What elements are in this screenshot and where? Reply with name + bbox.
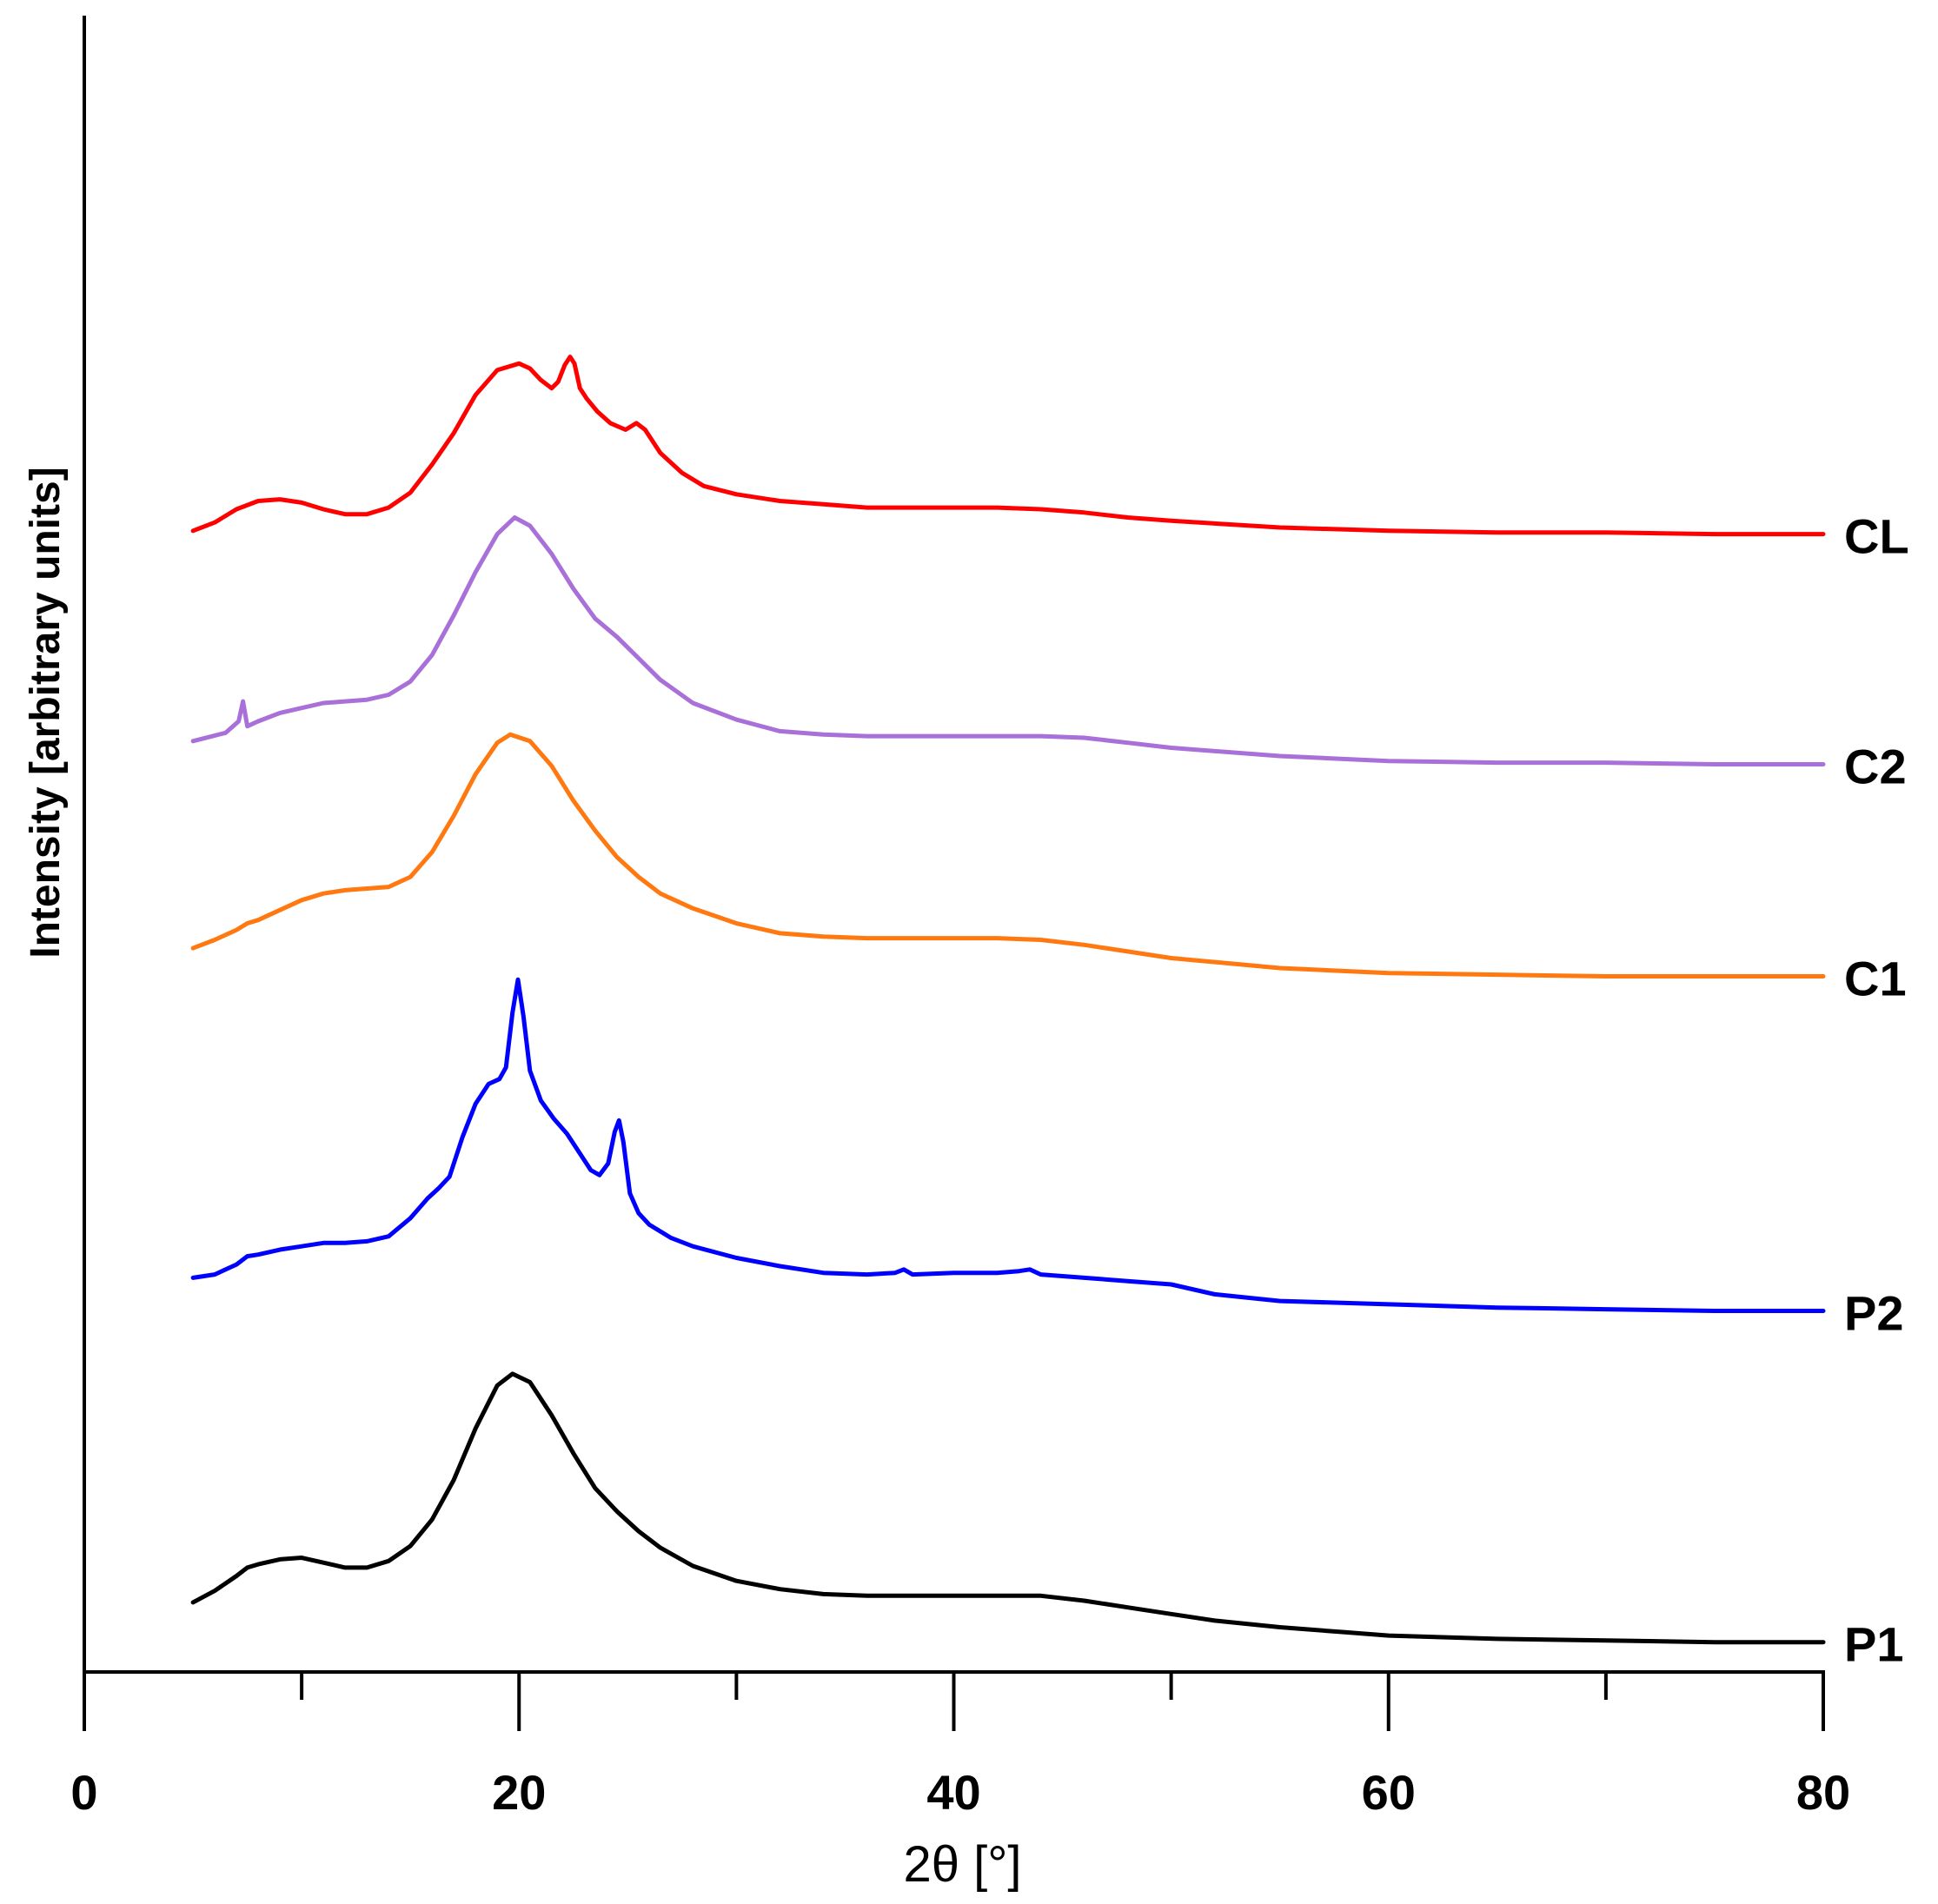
series-line-c1 <box>190 732 1826 979</box>
x-axis-ticks <box>83 1672 1825 1731</box>
series-label-c2: C2 <box>1844 740 1907 794</box>
x-tick-label: 40 <box>926 1765 980 1820</box>
series-label-c1: C1 <box>1844 951 1907 1005</box>
y-axis-title: Intensity [arbitrary units] <box>23 467 69 958</box>
x-tick-label: 60 <box>1362 1765 1416 1820</box>
x-tick-label: 0 <box>70 1765 97 1820</box>
series-label-p2: P2 <box>1844 1285 1904 1340</box>
series-line-p2 <box>190 977 1826 1313</box>
series-line-cl <box>190 355 1826 537</box>
series-label-p1: P1 <box>1844 1617 1904 1672</box>
series-labels: CL C2 C1 P2 P1 <box>1844 509 1909 1672</box>
series-line-p1 <box>190 1371 1826 1645</box>
x-tick-label: 20 <box>492 1765 546 1820</box>
series-line-c2 <box>190 515 1826 766</box>
x-axis-title: 2θ [°] <box>903 1836 1021 1893</box>
x-axis-tick-labels: 0 20 40 60 80 <box>70 1765 1850 1820</box>
series-label-cl: CL <box>1844 509 1909 564</box>
series-lines <box>190 355 1826 1645</box>
x-tick-label: 80 <box>1796 1765 1850 1820</box>
